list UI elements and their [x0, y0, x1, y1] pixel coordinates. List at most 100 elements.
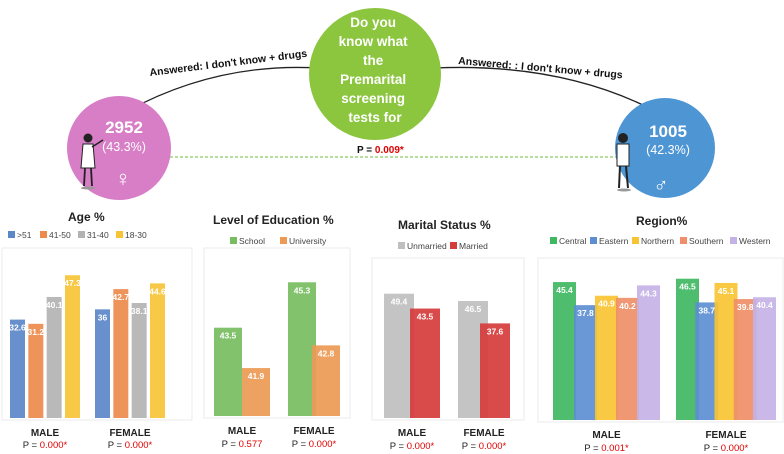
overall-p-value: P = 0.009*: [357, 145, 404, 156]
bar-value-label: 46.5: [679, 282, 696, 292]
male-figure-icon: [616, 133, 631, 192]
chart-panel-4: Region% Central Eastern Northern Southern Wes…: [537, 214, 784, 454]
bar-female-1: [676, 278, 699, 420]
p-prefix: P =: [108, 440, 125, 451]
bar-male-2: [410, 308, 440, 418]
bar-male-5: [637, 285, 660, 420]
bar-value-label: 39.8: [737, 302, 754, 312]
bar-female-2: [312, 345, 340, 416]
question-line-6: tests for: [348, 110, 402, 125]
p-number: 0.000*: [309, 439, 337, 450]
male-count: 1005: [649, 122, 687, 141]
p-number: 0.001*: [601, 443, 629, 454]
bar-male-2: [574, 305, 597, 420]
bar-value-label: 44.3: [640, 288, 657, 298]
p-prefix: P =: [462, 441, 479, 452]
bar-female-2: [480, 323, 510, 418]
legend-swatch: [450, 242, 457, 249]
legend-swatch: [230, 237, 237, 244]
legend-swatch: [550, 237, 557, 244]
legend-label: Unmarried: [407, 241, 447, 251]
p-number: 0.000*: [407, 441, 435, 452]
question-line-5: screening: [341, 91, 405, 106]
bar-value-label: 37.6: [487, 326, 504, 336]
p-prefix: P =: [584, 443, 601, 454]
bar-value-label: 47.3: [64, 278, 81, 288]
legend-label: Southern: [689, 236, 724, 246]
right-answer-label: Answered: : I don't know + drugs: [458, 55, 624, 81]
bar-male-1: [553, 282, 576, 420]
category-p-value: P = 0.000*: [108, 440, 153, 451]
legend-swatch: [78, 231, 85, 238]
p-prefix: P =: [222, 439, 239, 450]
legend-label: Married: [459, 241, 488, 251]
bar-male-1: [214, 327, 242, 416]
chart-title: Marital Status %: [398, 218, 491, 232]
bar-value-label: 40.9: [598, 299, 615, 309]
question-circle: [309, 8, 441, 140]
bar-female-2: [113, 289, 129, 418]
charts-group: Age % >51 41-50 31-40 18-30 32.6 31.2 40.1 47.3 M…: [1, 210, 784, 454]
bar-female-5: [753, 297, 776, 420]
category-label: FEMALE: [293, 426, 334, 437]
category-p-value: P = 0.577: [222, 439, 263, 450]
female-pct: (43.3%): [102, 140, 146, 154]
p-number: 0.000*: [40, 440, 68, 451]
bar-value-label: 38.1: [131, 306, 148, 316]
p-number: 0.577: [239, 439, 263, 450]
bar-female-4: [733, 299, 757, 420]
legend-label: University: [289, 236, 327, 246]
bar-male-1: [10, 319, 25, 418]
category-p-value: P = 0.001*: [584, 443, 629, 454]
chart-panel-2: Level of Education % School University 43.5…: [203, 213, 351, 450]
legend-label: 31-40: [87, 230, 109, 240]
category-label: MALE: [592, 430, 621, 441]
bar-value-label: 40.1: [46, 300, 63, 310]
legend-swatch: [40, 231, 47, 238]
chart-panel-3: Marital Status % Unmarried Married 49.4 43.5…: [371, 218, 525, 452]
question-line-2: know what: [339, 34, 409, 49]
male-circle: [615, 98, 715, 198]
chart-title: Region%: [636, 214, 688, 228]
bar-value-label: 41.9: [248, 371, 265, 381]
bar-female-3: [714, 282, 738, 420]
p-number: 0.000*: [721, 443, 749, 454]
chart-panel-1: Age % >51 41-50 31-40 18-30 32.6 31.2 40.1 47.3 M…: [1, 210, 193, 451]
question-line-1: Do you: [350, 15, 396, 30]
bar-value-label: 31.2: [28, 327, 45, 337]
svg-text:Do you know what the: Do you know what the Premarital screenin…: [339, 15, 412, 125]
bar-male-4: [65, 275, 80, 418]
category-label: FEMALE: [705, 430, 746, 441]
category-label: MALE: [31, 428, 60, 439]
bar-value-label: 32.6: [9, 323, 26, 333]
bar-value-label: 42.7: [113, 292, 130, 302]
bar-value-label: 45.3: [294, 285, 311, 295]
category-p-value: P = 0.000*: [462, 441, 507, 452]
bar-female-2: [695, 302, 719, 420]
legend-swatch: [8, 231, 15, 238]
bar-female-4: [150, 283, 165, 418]
legend-label: School: [239, 236, 265, 246]
legend-swatch: [632, 237, 639, 244]
chart-title: Level of Education %: [213, 213, 334, 227]
legend-label: Eastern: [599, 236, 629, 246]
question-line-4: Premarital: [340, 72, 406, 87]
bar-value-label: 44.6: [149, 286, 166, 296]
bar-value-label: 36: [98, 312, 108, 322]
female-figure-icon: [80, 133, 104, 190]
p-prefix: P =: [23, 440, 40, 451]
legend-swatch: [116, 231, 123, 238]
bar-male-3: [595, 295, 618, 420]
p-prefix: P =: [704, 443, 721, 454]
bar-value-label: 40.4: [756, 300, 773, 310]
bar-female-3: [131, 303, 147, 418]
female-symbol: ♀: [115, 166, 132, 191]
legend-swatch: [398, 242, 405, 249]
bar-value-label: 49.4: [391, 297, 408, 307]
bar-male-4: [616, 297, 639, 420]
bar-male-3: [46, 296, 62, 418]
male-symbol: ♂: [654, 175, 669, 197]
legend-label: 18-30: [125, 230, 147, 240]
legend-label: >51: [17, 230, 32, 240]
